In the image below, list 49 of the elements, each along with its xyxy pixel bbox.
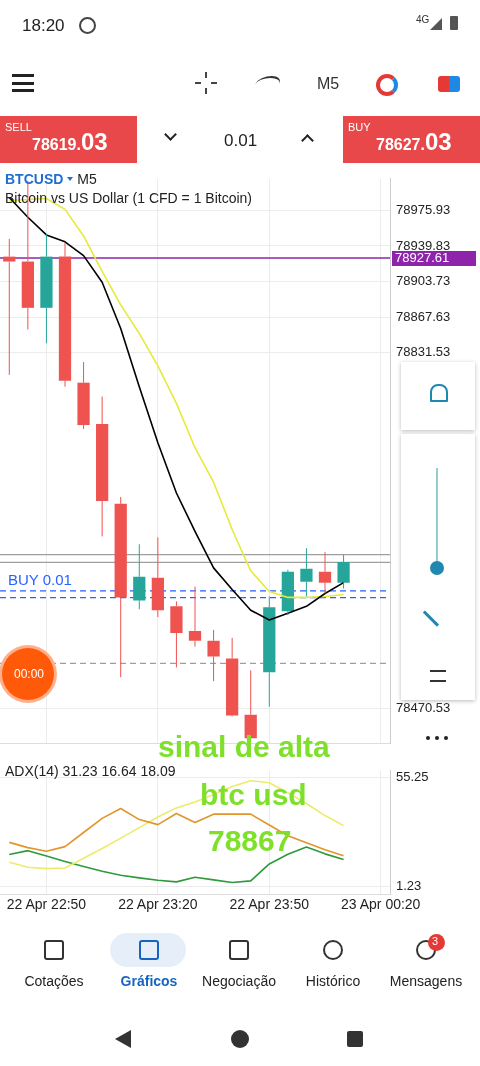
- candlestick: [40, 233, 53, 344]
- candlestick: [77, 361, 90, 430]
- text: Cotações: [23, 973, 85, 989]
- text: 3: [432, 935, 439, 947]
- candlestick: [151, 536, 164, 618]
- annotation: 78867: [208, 824, 292, 858]
- candlestick: [188, 586, 202, 648]
- text: M5: [317, 75, 340, 93]
- candlestick: [318, 551, 332, 594]
- text: Histórico: [304, 973, 362, 989]
- text: 18:20: [22, 16, 65, 36]
- annotation: 00:00: [14, 667, 45, 681]
- x-tick-label: 22 Apr 22:50: [6, 896, 87, 913]
- candlestick: [207, 629, 220, 682]
- candlestick: [58, 242, 72, 388]
- candlestick: [96, 395, 109, 537]
- y-tick-label: 78867.63: [396, 308, 451, 324]
- candlestick: [114, 496, 127, 678]
- text: 78619.03: [32, 128, 108, 156]
- y-tick-label: 1.23: [396, 878, 422, 894]
- text: 4G: [416, 14, 430, 25]
- y-tick-label: 55.25: [396, 769, 429, 785]
- candlestick: [263, 595, 276, 708]
- text: SELL: [5, 121, 32, 133]
- text: 78627.03: [376, 128, 452, 156]
- ref-line-label: BUY 0.01: [8, 571, 72, 589]
- y-tick-label: 78831.53: [396, 344, 451, 360]
- candlestick: [337, 554, 350, 590]
- x-tick-label: 22 Apr 23:50: [229, 896, 310, 913]
- annotation: M5: [77, 171, 97, 187]
- candlestick: [281, 569, 294, 616]
- y-tick-label: 78903.73: [396, 273, 451, 289]
- text: Mensagens: [388, 973, 464, 989]
- y-tick-label: 78470.53: [396, 699, 451, 715]
- y-tick-label: 78975.93: [396, 201, 451, 217]
- text: 0.01: [224, 131, 258, 151]
- x-tick-label: 23 Apr 00:20: [341, 896, 421, 913]
- candlestick: [170, 600, 183, 668]
- candlestick: [300, 547, 313, 597]
- candlestick: [133, 543, 146, 610]
- x-tick-label: 22 Apr 23:20: [118, 896, 198, 913]
- text: Negociação: [201, 973, 277, 989]
- text: Gráficos: [119, 973, 179, 989]
- chart-title: ADX(14) 31.23 16.64 18.09: [5, 763, 176, 779]
- annotation: sinal de alta: [158, 730, 330, 764]
- text: BUY: [348, 121, 371, 133]
- candlestick: [226, 637, 239, 716]
- candlestick: [3, 238, 16, 376]
- chart-title: BTCUSD: [5, 171, 64, 187]
